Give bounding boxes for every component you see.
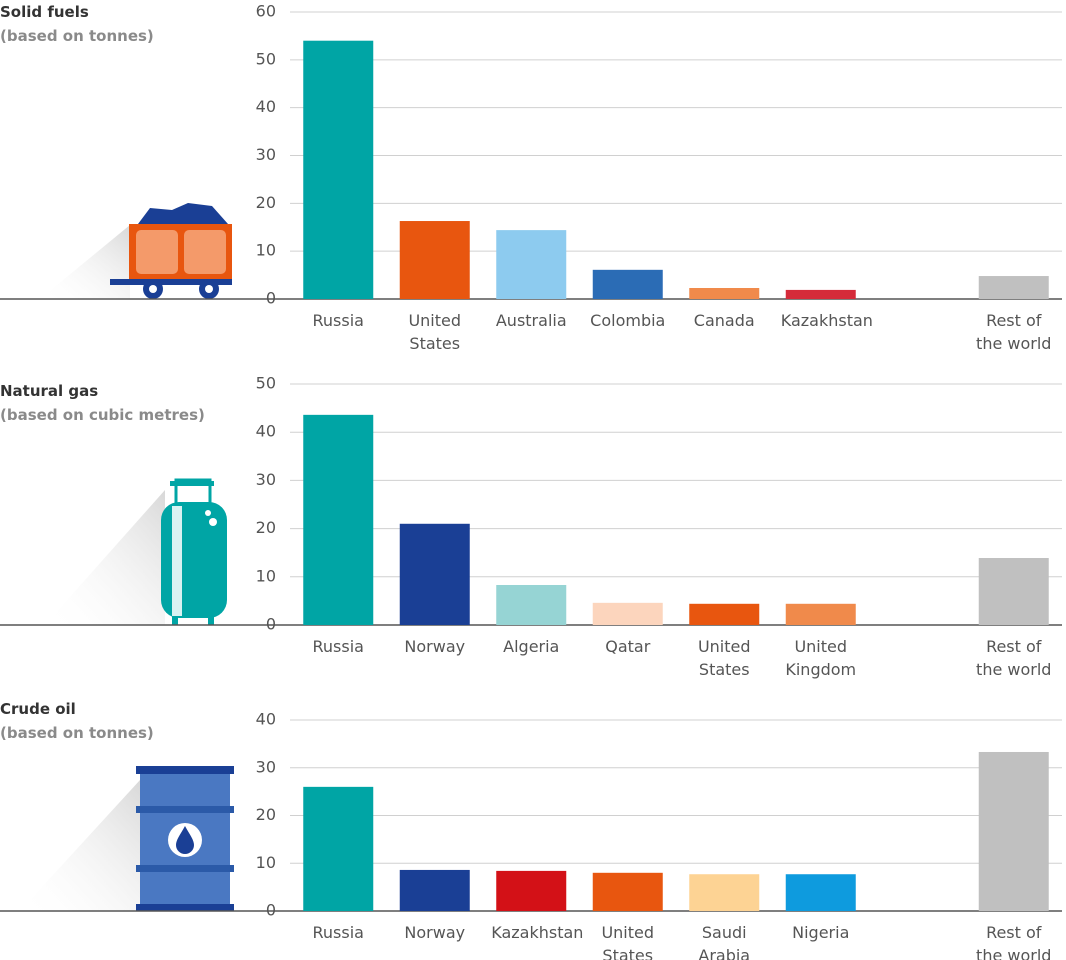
chart-title: Natural gas	[0, 382, 99, 400]
chart-title: Crude oil	[0, 700, 76, 718]
y-tick-label: 40	[256, 710, 276, 729]
bar	[689, 874, 760, 911]
y-tick-label: 10	[256, 853, 276, 872]
y-tick-label: 50	[256, 374, 276, 393]
bar	[785, 603, 856, 625]
x-tick-label: Rest of the world	[976, 637, 1052, 679]
chart-subtitle: (based on tonnes)	[0, 27, 154, 45]
bar	[399, 523, 470, 625]
x-tick-label: Norway	[404, 923, 466, 942]
x-tick-label: United States	[408, 311, 462, 353]
bar	[592, 872, 663, 911]
x-tick-label: Russia	[312, 637, 364, 656]
bar	[785, 289, 856, 299]
y-tick-label: 60	[256, 2, 276, 21]
chart-subtitle: (based on cubic metres)	[0, 406, 205, 424]
y-tick-label: 40	[256, 422, 276, 441]
bar	[303, 786, 374, 911]
bar	[978, 751, 1049, 911]
bar	[496, 230, 567, 299]
bar	[496, 584, 567, 625]
gas-cylinder-icon	[45, 478, 227, 625]
bar	[978, 558, 1049, 625]
bar	[303, 40, 374, 299]
chart-title: Solid fuels	[0, 3, 89, 21]
x-tick-label: Algeria	[503, 637, 560, 656]
bar	[978, 276, 1049, 299]
y-tick-label: 0	[266, 901, 276, 920]
y-tick-label: 20	[256, 193, 276, 212]
bar	[592, 269, 663, 299]
x-tick-label: United Kingdom	[785, 637, 857, 679]
y-tick-label: 10	[256, 566, 276, 585]
x-tick-label: Nigeria	[792, 923, 850, 942]
y-tick-label: 30	[256, 470, 276, 489]
bar	[785, 874, 856, 911]
x-tick-label: Colombia	[590, 311, 666, 330]
y-tick-label: 50	[256, 49, 276, 68]
x-tick-label: Kazakhstan	[780, 311, 873, 330]
x-tick-label: Canada	[693, 311, 755, 330]
x-tick-label: Kazakhstan	[491, 923, 584, 942]
x-tick-label: Russia	[312, 923, 364, 942]
y-tick-label: 20	[256, 518, 276, 537]
x-tick-label: Rest of the world	[976, 923, 1052, 960]
bar	[689, 603, 760, 625]
x-tick-label: Norway	[404, 637, 466, 656]
x-tick-label: United States	[697, 637, 751, 679]
bar	[689, 287, 760, 299]
coal-cart-icon	[40, 203, 232, 299]
bar	[399, 869, 470, 911]
oil-barrel-icon	[20, 766, 234, 911]
bar	[592, 602, 663, 625]
y-tick-label: 0	[266, 615, 276, 634]
x-tick-label: Qatar	[605, 637, 651, 656]
x-tick-label: United States	[601, 923, 655, 960]
y-tick-label: 0	[266, 289, 276, 308]
chart-subtitle: (based on tonnes)	[0, 724, 154, 742]
bar	[399, 221, 470, 299]
bar	[496, 870, 567, 911]
y-tick-label: 20	[256, 805, 276, 824]
bar	[303, 414, 374, 625]
y-tick-label: 30	[256, 145, 276, 164]
y-tick-label: 10	[256, 241, 276, 260]
x-tick-label: Saudi Arabia	[698, 923, 751, 960]
y-tick-label: 40	[256, 97, 276, 116]
x-tick-label: Russia	[312, 311, 364, 330]
y-tick-label: 30	[256, 757, 276, 776]
x-tick-label: Australia	[495, 311, 567, 330]
x-tick-label: Rest of the world	[976, 311, 1052, 353]
